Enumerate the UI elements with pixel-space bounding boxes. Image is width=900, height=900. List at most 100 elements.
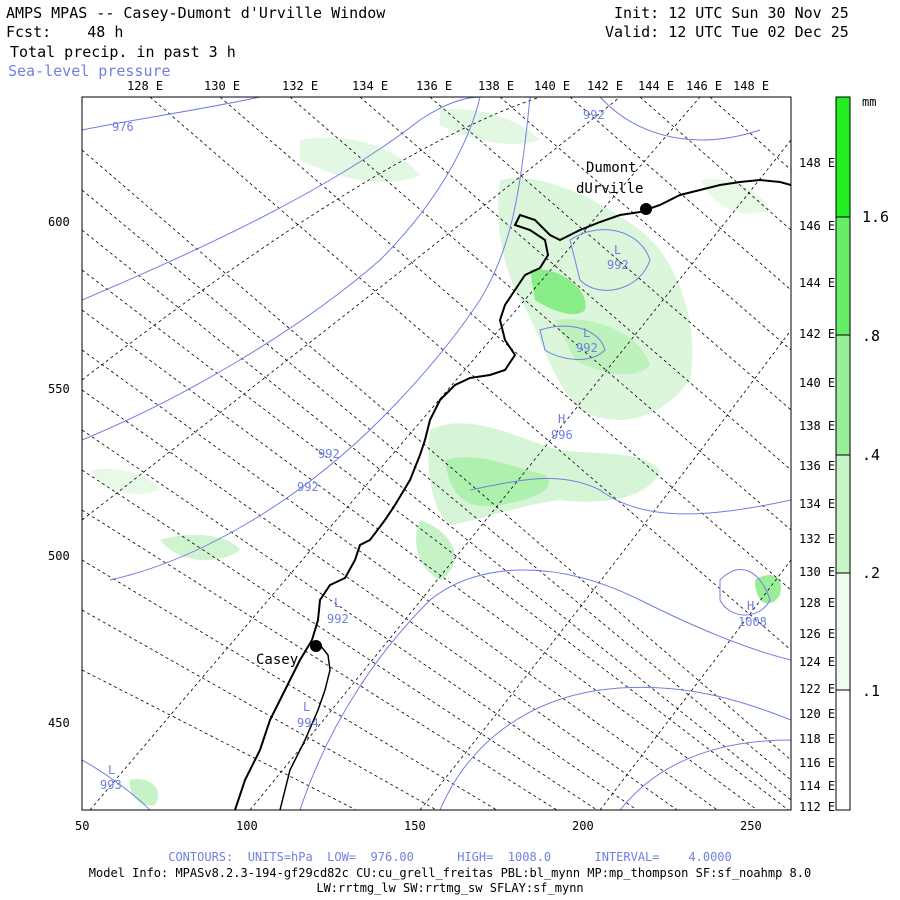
right-lon-label: 144 E bbox=[799, 276, 835, 290]
top-lon-label: 128 E bbox=[127, 79, 163, 93]
meridian-line bbox=[289, 97, 791, 531]
fcst-value: 48 h bbox=[87, 23, 124, 41]
pressure-value-label: 992 bbox=[607, 258, 629, 272]
right-lon-label: 136 E bbox=[799, 459, 835, 473]
x-tick-label: 50 bbox=[75, 819, 89, 833]
right-lon-label: 142 E bbox=[799, 327, 835, 341]
pressure-center-marker: L bbox=[583, 326, 590, 340]
right-lon-label: 114 E bbox=[799, 779, 835, 793]
colorbar-label: .8 bbox=[862, 327, 880, 345]
right-lon-label: 116 E bbox=[799, 756, 835, 770]
pressure-value-label: 992 bbox=[327, 612, 349, 626]
station-label: Casey bbox=[256, 652, 298, 668]
fcst-label: Fcst: bbox=[6, 23, 52, 41]
precip-area bbox=[129, 779, 159, 806]
pressure-contours bbox=[82, 97, 791, 810]
top-lon-label: 140 E bbox=[534, 79, 570, 93]
map-title: AMPS MPAS -- Casey-Dumont d'Urville Wind… bbox=[6, 4, 386, 22]
right-lon-label: 138 E bbox=[799, 419, 835, 433]
meridian-line bbox=[82, 269, 790, 810]
top-lon-label: 146 E bbox=[686, 79, 722, 93]
isobar bbox=[599, 97, 761, 141]
isobar bbox=[299, 569, 791, 810]
pressure-value-label: 992 bbox=[576, 341, 598, 355]
model-info-line1: Model Info: MPASv8.2.3-194-gf29cd82c CU:… bbox=[88, 866, 812, 880]
dumont-durville-marker bbox=[640, 203, 652, 215]
plot-frame bbox=[81, 96, 792, 811]
top-lon-label: 130 E bbox=[204, 79, 240, 93]
casey-marker bbox=[310, 640, 322, 652]
meridian-line bbox=[359, 97, 791, 471]
colorbar-segment bbox=[836, 97, 850, 217]
top-lon-label: 142 E bbox=[587, 79, 623, 93]
pressure-value-label: 996 bbox=[551, 428, 573, 442]
station-label: Dumont bbox=[586, 160, 637, 176]
precip-area bbox=[530, 269, 586, 315]
isobar bbox=[439, 686, 791, 810]
pressure-value-label: 993 bbox=[100, 778, 122, 792]
right-lon-label: 120 E bbox=[799, 707, 835, 721]
colorbar-label: .4 bbox=[862, 446, 880, 464]
top-lon-label: 136 E bbox=[416, 79, 452, 93]
meridian-line bbox=[82, 469, 598, 810]
precip-area bbox=[416, 520, 455, 580]
parallel-line bbox=[82, 97, 621, 521]
y-tick-label: 550 bbox=[48, 382, 70, 396]
right-lon-label: 130 E bbox=[799, 565, 835, 579]
x-tick-label: 200 bbox=[572, 819, 594, 833]
isobar bbox=[109, 97, 531, 581]
right-lon-label: 126 E bbox=[799, 627, 835, 641]
right-lon-label: 122 E bbox=[799, 682, 835, 696]
precip-area bbox=[555, 319, 650, 375]
top-lon-label: 148 E bbox=[733, 79, 769, 93]
meridian-line bbox=[82, 309, 758, 810]
init-value: 12 UTC Sun 30 Nov 25 bbox=[668, 4, 849, 22]
parallel-line bbox=[89, 97, 701, 810]
precipitation-shading bbox=[90, 109, 781, 806]
pressure-value-label: 992 bbox=[318, 447, 340, 461]
colorbar-label: .1 bbox=[862, 682, 880, 700]
isobar bbox=[82, 97, 261, 131]
colorbar-segment bbox=[836, 573, 850, 690]
contour-field-name: Sea-level pressure bbox=[8, 62, 171, 80]
pressure-center-marker: L bbox=[108, 763, 115, 777]
top-lon-label: 144 E bbox=[638, 79, 674, 93]
pressure-center-marker: L bbox=[614, 243, 621, 257]
meridian-line bbox=[82, 349, 718, 810]
right-lon-label: 128 E bbox=[799, 596, 835, 610]
isobar bbox=[619, 739, 791, 810]
precip-area bbox=[440, 109, 540, 145]
meridian-line bbox=[569, 97, 791, 291]
x-tick-label: 100 bbox=[236, 819, 258, 833]
pressure-center-marker: L bbox=[303, 700, 310, 714]
meridian-line bbox=[82, 509, 558, 810]
colorbar-label: 1.6 bbox=[862, 208, 889, 226]
isobar bbox=[569, 229, 651, 291]
contours-info: CONTOURS: UNITS=hPa LOW= 976.00 HIGH= 10… bbox=[168, 850, 732, 864]
meridian-line bbox=[149, 97, 791, 651]
meridian-line bbox=[82, 559, 498, 810]
pressure-center-marker: H bbox=[747, 599, 754, 613]
isobar bbox=[82, 97, 481, 301]
valid-value: 12 UTC Tue 02 Dec 25 bbox=[668, 23, 849, 41]
pressure-value-label: 992 bbox=[583, 108, 605, 122]
y-tick-label: 450 bbox=[48, 716, 70, 730]
model-info-line2: LW:rrtmg_lw SW:rrtmg_sw SFLAY:sf_mynn bbox=[316, 881, 584, 895]
isobar bbox=[469, 477, 791, 515]
precip-area bbox=[90, 468, 160, 494]
colorbar-segment bbox=[836, 690, 850, 810]
precip-area bbox=[445, 457, 549, 507]
station-label: dUrville bbox=[576, 181, 643, 197]
isobar bbox=[82, 759, 151, 810]
y-tick-label: 600 bbox=[48, 215, 70, 229]
colorbar-segment bbox=[836, 455, 850, 573]
right-lon-label: 132 E bbox=[799, 532, 835, 546]
x-tick-label: 250 bbox=[740, 819, 762, 833]
pressure-center-marker: H bbox=[558, 412, 565, 426]
right-lon-label: 124 E bbox=[799, 655, 835, 669]
colorbar bbox=[835, 96, 851, 811]
right-lon-label: 118 E bbox=[799, 732, 835, 746]
meridian-line bbox=[709, 97, 791, 171]
top-lon-label: 134 E bbox=[352, 79, 388, 93]
